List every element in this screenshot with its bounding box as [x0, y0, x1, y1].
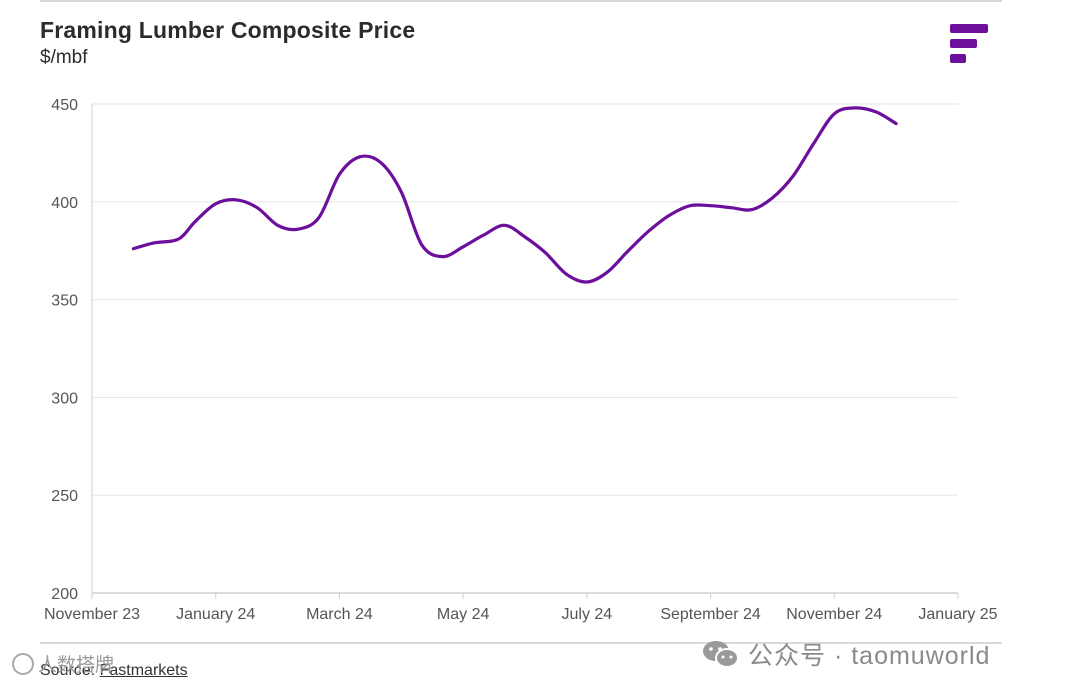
y-tick-label-350: 350 — [51, 293, 78, 310]
data-point-14[interactable] — [416, 239, 428, 251]
source-prefix: Source: — [40, 662, 100, 679]
x-tick-label-5: September 24 — [660, 606, 761, 623]
data-point-7[interactable] — [272, 219, 284, 231]
data-point-19[interactable] — [519, 231, 531, 243]
x-tick-label-2: March 24 — [306, 606, 373, 623]
source-link[interactable]: Fastmarkets — [99, 662, 188, 679]
series-layer — [127, 102, 902, 288]
wechat-watermark: 公众号 · taomuworld — [702, 636, 990, 672]
data-point-35[interactable] — [849, 102, 861, 114]
data-point-20[interactable] — [539, 247, 551, 259]
x-tick-label-6: November 24 — [786, 606, 882, 623]
series-line-0 — [131, 106, 898, 284]
y-tick-label-400: 400 — [51, 195, 78, 212]
data-point-1[interactable] — [148, 237, 160, 249]
data-point-31[interactable] — [766, 192, 778, 204]
data-point-6[interactable] — [251, 202, 263, 214]
logo-bar-3 — [950, 54, 966, 63]
logo-bar-2 — [950, 39, 977, 48]
data-point-13[interactable] — [395, 186, 407, 198]
axes — [91, 104, 959, 599]
left-watermark: 人数搭牌 — [12, 650, 114, 677]
data-point-26[interactable] — [663, 209, 675, 221]
data-point-15[interactable] — [437, 251, 449, 263]
tick-labels: 200 250 300 350 400 450 November 23 January 24 M… — [44, 97, 998, 623]
watermark-text: 公众号 · taomuworld — [748, 642, 991, 670]
data-point-16[interactable] — [457, 241, 469, 253]
y-tick-label-200: 200 — [51, 586, 78, 603]
y-tick-label-450: 450 — [51, 97, 78, 114]
data-point-8[interactable] — [292, 223, 304, 235]
data-point-10[interactable] — [333, 168, 345, 180]
data-point-29[interactable] — [725, 202, 737, 214]
data-point-4[interactable] — [210, 198, 222, 210]
data-point-27[interactable] — [684, 200, 696, 212]
data-point-36[interactable] — [870, 106, 882, 118]
data-point-17[interactable] — [478, 229, 490, 241]
grid-lines — [92, 103, 958, 496]
data-point-34[interactable] — [828, 108, 840, 120]
data-point-0[interactable] — [127, 243, 139, 255]
bottom-rule — [40, 642, 1002, 644]
x-tick-label-7: January 25 — [918, 606, 997, 623]
data-point-12[interactable] — [375, 157, 387, 169]
x-tick-label-1: January 24 — [176, 606, 255, 623]
data-point-24[interactable] — [622, 245, 634, 257]
data-point-2[interactable] — [173, 233, 185, 245]
data-point-30[interactable] — [746, 204, 758, 216]
data-point-23[interactable] — [601, 266, 613, 278]
y-tick-label-300: 300 — [51, 390, 78, 407]
data-point-3[interactable] — [189, 215, 201, 227]
chart-title: Framing Lumber Composite Price — [40, 17, 416, 43]
x-tick-label-0: November 23 — [44, 606, 140, 623]
data-point-28[interactable] — [705, 200, 717, 212]
fastmarkets-logo-icon — [950, 24, 988, 66]
top-rule — [40, 0, 1002, 2]
data-point-33[interactable] — [808, 137, 820, 149]
y-tick-label-250: 250 — [51, 488, 78, 505]
logo-bar-1 — [950, 24, 988, 33]
data-point-11[interactable] — [354, 151, 366, 163]
chart-subtitle: $/mbf — [40, 47, 88, 68]
x-tick-label-3: May 24 — [437, 606, 490, 623]
data-point-25[interactable] — [643, 225, 655, 237]
watermark-circle-icon — [12, 652, 34, 675]
left-watermark-text: 人数搭牌 — [38, 655, 115, 676]
wechat-icon — [703, 641, 739, 668]
data-point-22[interactable] — [581, 276, 593, 288]
data-point-5[interactable] — [230, 194, 242, 206]
data-point-32[interactable] — [787, 170, 799, 182]
data-point-37[interactable] — [890, 118, 902, 130]
source-note: Source: Fastmarkets — [40, 662, 188, 680]
data-point-21[interactable] — [560, 268, 572, 280]
data-point-18[interactable] — [499, 219, 511, 231]
x-tick-label-4: July 24 — [562, 606, 613, 623]
data-point-9[interactable] — [313, 211, 325, 223]
